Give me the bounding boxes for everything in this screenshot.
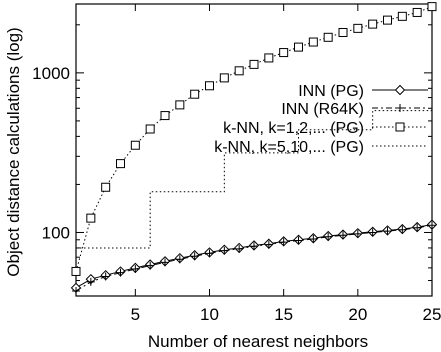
point-plus — [205, 249, 214, 258]
point-plus — [368, 228, 377, 237]
point-plus — [175, 255, 184, 264]
point-square — [308, 37, 318, 47]
legend-label: k-NN, k=1,2,... (PG) — [223, 120, 364, 137]
point-plus — [383, 227, 392, 236]
point-square — [160, 111, 170, 121]
legend-label: k-NN, k=5,10,... (PG) — [214, 139, 364, 156]
x-tick-label: 20 — [348, 305, 367, 324]
point-plus — [396, 104, 404, 112]
y-tick-label: 1000 — [32, 64, 70, 83]
point-square — [249, 59, 259, 69]
point-plus — [101, 272, 110, 281]
point-plus — [72, 286, 80, 295]
point-plus — [161, 258, 169, 267]
point-plus — [131, 265, 140, 274]
legend-label: INN (R64K) — [281, 101, 364, 118]
point-plus — [190, 252, 199, 261]
x-tick-label: 15 — [274, 305, 293, 324]
point-plus — [264, 240, 273, 249]
y-tick-label: 100 — [42, 223, 70, 242]
point-square — [175, 100, 185, 110]
point-square — [279, 48, 289, 58]
point-square — [412, 7, 422, 17]
x-tick-label: 5 — [131, 305, 140, 324]
series-line — [75, 224, 433, 292]
plot-frame — [75, 3, 433, 297]
series-0 — [70, 219, 438, 294]
point-plus — [309, 235, 318, 244]
point-plus — [413, 223, 422, 232]
point-plus — [353, 229, 362, 238]
point-square — [234, 66, 244, 76]
point-square — [397, 11, 407, 21]
x-axis-title: Number of nearest neighbors — [148, 332, 368, 351]
x-tick-label: 25 — [423, 305, 441, 324]
point-plus — [324, 232, 333, 241]
point-square — [338, 27, 348, 37]
point-square — [71, 266, 81, 276]
point-plus — [146, 261, 155, 270]
point-square — [205, 81, 214, 91]
point-square — [383, 15, 392, 25]
x-tick-label: 10 — [200, 305, 219, 324]
point-plus — [116, 268, 125, 277]
point-plus — [428, 221, 436, 230]
point-plus — [279, 238, 288, 247]
point-square — [219, 73, 229, 83]
series-line — [75, 224, 433, 289]
legend-label: INN (PG) — [298, 83, 364, 100]
y-axis-title: Object distance calculations (log) — [4, 27, 23, 276]
point-square — [101, 182, 111, 192]
point-plus — [220, 246, 229, 255]
point-square — [264, 53, 274, 63]
series-3 — [76, 110, 432, 249]
point-square — [323, 32, 333, 42]
point-square — [190, 89, 200, 99]
point-square — [353, 23, 363, 33]
point-square — [294, 42, 303, 52]
point-plus — [294, 236, 303, 245]
legend-layer: INN (PG)INN (R64K) k-NN, k=1,2,... (PG) k-… — [214, 83, 428, 156]
point-square — [427, 2, 437, 12]
point-square — [368, 19, 378, 29]
point-square — [130, 140, 140, 150]
point-plus — [250, 242, 258, 251]
point-plus — [339, 231, 347, 240]
point-square — [145, 124, 155, 134]
series-2 — [71, 2, 437, 276]
axes-layer: 5 10 15 20 25 100 1000 — [32, 3, 441, 324]
point-diamond — [394, 84, 406, 96]
point-square — [86, 213, 96, 223]
series-line — [76, 110, 432, 249]
point-square — [116, 159, 125, 169]
series-layer — [70, 2, 438, 295]
point-plus — [86, 277, 95, 286]
point-plus — [235, 244, 244, 253]
point-plus — [398, 225, 407, 234]
series-1 — [72, 221, 436, 295]
point-square — [395, 122, 405, 132]
